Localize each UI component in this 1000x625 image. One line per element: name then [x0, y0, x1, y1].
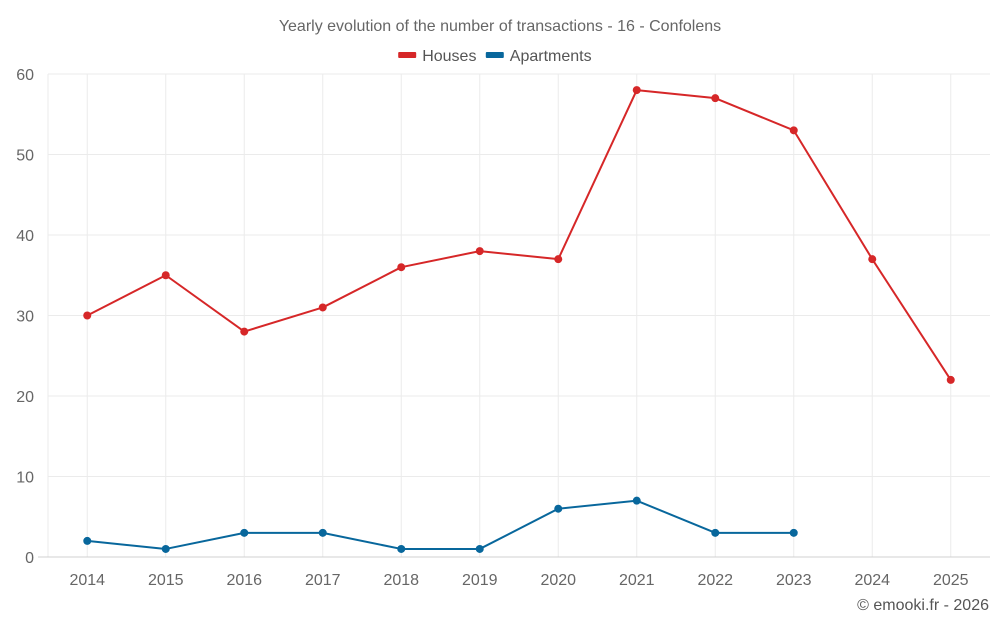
legend-label: Houses	[422, 48, 476, 65]
houses-point	[161, 271, 170, 280]
x-tick-label: 2018	[383, 572, 419, 589]
x-tick-label: 2019	[462, 572, 498, 589]
x-tick-label: 2025	[933, 572, 969, 589]
x-tick-label: 2022	[697, 572, 733, 589]
chart-title: Yearly evolution of the number of transa…	[279, 18, 721, 35]
houses-point	[789, 126, 798, 135]
series	[83, 86, 955, 553]
y-tick-label: 50	[16, 148, 34, 165]
y-tick-label: 60	[16, 67, 34, 84]
houses-point	[397, 263, 406, 272]
x-tick-label: 2014	[69, 572, 105, 589]
y-tick-label: 40	[16, 228, 34, 245]
series-houses	[83, 86, 955, 384]
legend-label: Apartments	[510, 48, 592, 65]
apartments-point	[632, 496, 641, 505]
houses-line	[86, 89, 952, 381]
apartments-point	[475, 544, 484, 553]
x-tick-label: 2016	[226, 572, 262, 589]
x-tick-label: 2023	[776, 572, 812, 589]
x-tick-label: 2024	[854, 572, 890, 589]
houses-point	[946, 375, 955, 384]
x-tick-label: 2020	[540, 572, 576, 589]
houses-point	[83, 311, 92, 320]
axes: 0 10 20 30 40 50 60 2014 2015 2016 2017 2018 2019 202…	[16, 67, 990, 589]
apartments-point	[318, 528, 327, 537]
legend: Houses Apartments	[398, 48, 592, 65]
credit-text: © emooki.fr - 2026	[857, 597, 989, 614]
legend-swatch	[485, 52, 504, 58]
apartments-point	[789, 528, 798, 537]
y-tick-label: 30	[16, 309, 34, 326]
x-tick-label: 2015	[148, 572, 184, 589]
houses-point	[554, 255, 563, 264]
apartments-line	[87, 499, 794, 550]
houses-point	[240, 327, 249, 336]
y-tick-label: 20	[16, 389, 34, 406]
apartments-point	[240, 528, 249, 537]
houses-point	[868, 255, 877, 264]
apartments-point	[397, 544, 406, 553]
houses-point	[318, 303, 327, 312]
legend-swatch	[398, 52, 417, 58]
houses-point	[475, 247, 484, 256]
houses-point	[711, 94, 720, 103]
y-tick-label: 0	[25, 550, 34, 567]
legend-item-houses: Houses	[398, 48, 476, 65]
legend-item-apartments: Apartments	[485, 48, 592, 65]
x-tick-label: 2021	[619, 572, 655, 589]
grid	[47, 73, 990, 557]
series-apartments	[83, 496, 798, 553]
apartments-point	[554, 504, 563, 513]
x-tick-label: 2017	[305, 572, 341, 589]
apartments-point	[161, 544, 170, 553]
y-tick-label: 10	[16, 470, 34, 487]
apartments-point	[83, 536, 92, 545]
houses-point	[632, 86, 641, 95]
apartments-point	[711, 528, 720, 537]
